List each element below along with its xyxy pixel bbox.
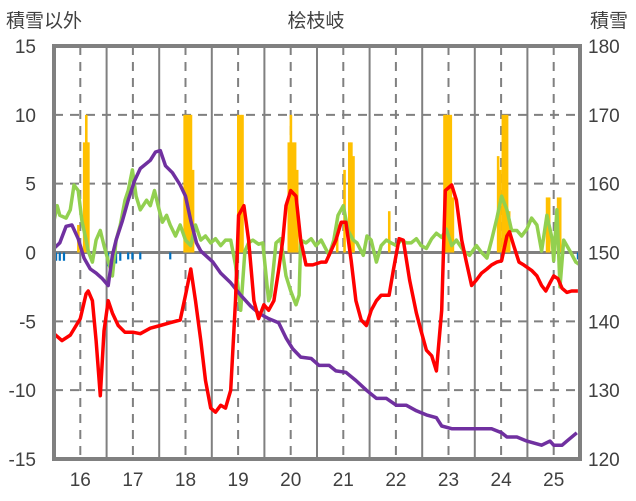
bar-yellow	[187, 114, 191, 253]
bar-yellow	[498, 169, 502, 253]
right-axis-tick-label: 120	[588, 450, 620, 471]
right-axis-tick-label: 140	[588, 312, 620, 333]
bar-yellow	[289, 114, 293, 253]
bar-yellow	[183, 114, 186, 253]
bar-blue	[58, 252, 61, 261]
bar-blue	[62, 252, 66, 261]
right-axis-tick-label: 150	[588, 244, 620, 265]
bar-blue	[127, 252, 130, 260]
bar-yellow	[501, 114, 505, 253]
bar-blue	[114, 252, 118, 264]
bar-yellow	[445, 114, 448, 253]
bar-yellow	[82, 142, 86, 253]
bar-yellow	[558, 197, 562, 253]
bar-blue	[139, 252, 142, 260]
right-axis-tick-label: 170	[588, 106, 620, 127]
bar-yellow	[451, 197, 455, 253]
left-axis-tick-label: -10	[9, 381, 36, 402]
bar-yellow	[237, 114, 240, 253]
bar-yellow	[241, 114, 244, 253]
right-axis-tick-label: 180	[588, 37, 620, 58]
right-axis-tick-label: 130	[588, 381, 620, 402]
series-line-purple-snow-depth	[52, 148, 578, 447]
x-axis-tick-label: 21	[333, 470, 354, 491]
bar-blue	[131, 252, 134, 260]
bar-blue	[576, 252, 579, 260]
bar-blue	[119, 252, 122, 261]
bar-blue	[55, 252, 58, 261]
left-axis-title: 積雪以外	[6, 10, 82, 32]
x-axis-tick-label: 20	[280, 470, 301, 491]
bar-yellow	[503, 114, 507, 253]
bar-yellow	[347, 142, 351, 253]
left-axis-tick-label: 15	[15, 37, 36, 58]
bar-yellow	[352, 156, 355, 253]
right-axis-title: 積雪	[590, 10, 628, 32]
bar-yellow	[350, 142, 353, 253]
left-axis-tick-label: 10	[15, 106, 36, 127]
bar-yellow	[505, 114, 509, 253]
x-axis-tick-label: 22	[385, 470, 406, 491]
bar-yellow	[387, 211, 391, 253]
x-axis-tick-label: 17	[122, 470, 143, 491]
x-axis-tick-label: 18	[175, 470, 196, 491]
left-axis-ticks: 15 10 5 0 -5 -10 -15	[9, 37, 36, 471]
bar-yellow	[191, 169, 195, 253]
series-line-red	[52, 183, 578, 414]
bar-blue	[169, 252, 172, 260]
x-axis-tick-label: 23	[438, 470, 459, 491]
bar-yellow	[185, 114, 189, 253]
bar-yellow	[443, 114, 446, 253]
x-axis-ticks: 16 17 18 19 20 21 22 23 24 25	[70, 470, 565, 491]
series-lines	[52, 148, 581, 447]
x-axis-tick-label: 16	[70, 470, 91, 491]
left-axis-tick-label: -15	[9, 450, 36, 471]
series-line-green	[52, 168, 581, 313]
x-axis-tick-label: 19	[228, 470, 249, 491]
plot-border	[52, 44, 582, 461]
left-axis-tick-label: 0	[25, 244, 36, 265]
bar-yellow	[447, 114, 450, 253]
bar-yellow	[291, 142, 295, 253]
left-axis-tick-label: -5	[19, 312, 36, 333]
chart-title: 桧枝岐	[287, 10, 344, 32]
x-axis-tick-label: 24	[491, 470, 513, 491]
bar-yellow	[239, 114, 242, 253]
bar-yellow	[87, 142, 90, 253]
right-axis-tick-label: 160	[588, 175, 620, 196]
left-axis-tick-label: 5	[25, 175, 36, 196]
bar-yellow	[189, 114, 193, 253]
right-axis-ticks: 180 170 160 150 140 130 120	[588, 37, 620, 471]
x-axis-tick-label: 25	[543, 470, 564, 491]
